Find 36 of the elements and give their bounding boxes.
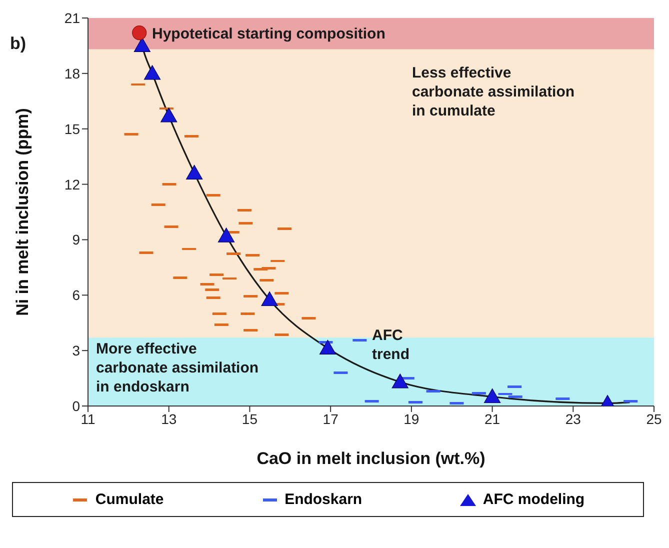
x-tick-label: 17 — [322, 410, 339, 427]
x-tick-label: 21 — [484, 410, 500, 427]
band-label: Less effective carbonate assimilation in cumulate — [412, 64, 575, 120]
legend-label: AFC modeling — [482, 491, 585, 508]
point — [484, 388, 501, 404]
point — [261, 291, 278, 306]
point — [392, 374, 408, 388]
y-tick-label: 21 — [64, 10, 80, 26]
x-axis-title: CaO in melt inclusion (wt.%) — [256, 449, 486, 468]
point — [134, 37, 150, 52]
x-tick-label: 19 — [404, 410, 420, 427]
annotation: AFC trend — [372, 326, 410, 364]
x-tick-label: 15 — [242, 410, 258, 427]
y-tick-label: 12 — [64, 176, 80, 192]
x-tick-label: 23 — [565, 410, 582, 427]
x-tick-label: 25 — [646, 410, 662, 427]
point — [160, 108, 178, 122]
point — [144, 65, 161, 80]
band-label: More effective carbonate assimilation in endoskarn — [96, 340, 259, 396]
legend-label: Endoskarn — [284, 491, 362, 508]
y-tick-label: 18 — [64, 65, 80, 82]
point — [319, 340, 336, 354]
y-tick-label: 0 — [72, 398, 80, 414]
x-tick-label: 13 — [161, 410, 177, 427]
band-label: Hypotetical starting composition — [152, 26, 386, 43]
point — [186, 164, 203, 180]
x-tick-label: 11 — [80, 410, 96, 427]
y-axis-title: Ni in melt inclusion (ppm) — [13, 108, 32, 316]
y-tick-label: 9 — [72, 232, 80, 248]
y-tick-label: 6 — [72, 287, 80, 304]
point — [218, 228, 235, 242]
text: b) — [10, 34, 26, 53]
point — [132, 25, 147, 40]
legend-label: Cumulate — [95, 491, 164, 508]
y-tick-label: 15 — [64, 120, 80, 137]
y-tick-label: 3 — [72, 342, 80, 359]
